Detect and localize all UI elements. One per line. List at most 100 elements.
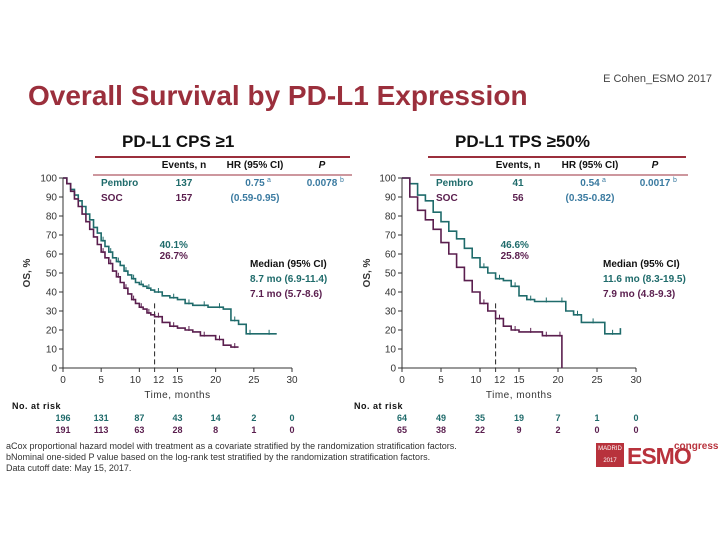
- esmo-logo: MADRID 2017 ESMO congress: [596, 441, 718, 471]
- km-curve-soc-cps: [63, 177, 239, 348]
- y-tick-label-tps: 70: [385, 231, 397, 242]
- y-tick-label-cps: 60: [46, 250, 58, 261]
- table-header-p-tps: P: [652, 160, 659, 171]
- x-tick-label-tps: 20: [552, 375, 564, 386]
- median-soc-tps: 7.9 mo (4.8-9.3): [603, 289, 675, 300]
- risk-soc-tps: 0: [633, 425, 638, 435]
- risk-pembro-tps: 19: [514, 413, 524, 423]
- y-tick-label-tps: 100: [379, 174, 396, 185]
- logo-brand: ESMO: [627, 443, 692, 469]
- table-header-events-cps: Events, n: [162, 160, 206, 171]
- table-p-tps: 0.0017: [640, 178, 671, 189]
- risk-label-tps: No. at risk: [354, 401, 404, 411]
- median-header-tps: Median (95% CI): [603, 259, 680, 270]
- risk-pembro-cps: 14: [211, 413, 221, 423]
- table-p-cps: 0.0078: [307, 178, 338, 189]
- risk-soc-cps: 1: [251, 425, 256, 435]
- footnotes: aCox proportional hazard model with trea…: [6, 441, 457, 474]
- table-arm-tps: Pembro: [436, 178, 473, 189]
- table-header-events-tps: Events, n: [496, 160, 540, 171]
- risk-soc-tps: 22: [475, 425, 485, 435]
- table-hr-sup-tps: a: [602, 177, 606, 184]
- y-tick-label-cps: 40: [46, 288, 58, 299]
- risk-soc-cps: 113: [94, 425, 109, 435]
- risk-pembro-cps: 131: [94, 413, 109, 423]
- landmark-pembro-cps: 40.1%: [160, 240, 188, 251]
- panel-title-tps: PD-L1 TPS ≥50%: [455, 132, 590, 151]
- footnote-a: aCox proportional hazard model with trea…: [6, 441, 457, 451]
- y-tick-label-tps: 10: [385, 345, 397, 356]
- risk-soc-tps: 38: [436, 425, 446, 435]
- x-axis-label-cps: Time, months: [144, 390, 210, 401]
- footnote-cutoff: Data cutoff date: May 15, 2017.: [6, 463, 132, 473]
- risk-pembro-cps: 43: [172, 413, 182, 423]
- risk-pembro-cps: 196: [55, 413, 70, 423]
- y-tick-label-tps: 90: [385, 193, 397, 204]
- table-header-hr-tps: HR (95% CI): [562, 160, 619, 171]
- x-tick-label-cps: 20: [210, 375, 222, 386]
- landmark-soc-cps: 26.7%: [160, 251, 188, 262]
- x-tick-label-tps: 10: [470, 375, 482, 386]
- y-tick-label-tps: 0: [390, 364, 396, 375]
- logo-city: MADRID 2017: [596, 443, 624, 467]
- x-tick-label-cps: 30: [286, 375, 298, 386]
- risk-pembro-tps: 1: [594, 413, 599, 423]
- x-tick-label-tps: 30: [630, 375, 642, 386]
- y-tick-label-tps: 20: [385, 326, 397, 337]
- landmark-soc-tps: 25.8%: [501, 251, 529, 262]
- panel-title-cps: PD-L1 CPS ≥1: [122, 132, 235, 151]
- y-axis-label-tps: OS, %: [362, 258, 373, 287]
- x-tick-label-cps: 12: [153, 375, 165, 386]
- y-tick-label-tps: 50: [385, 269, 397, 280]
- table-p-sup-cps: b: [340, 177, 344, 184]
- risk-pembro-tps: 0: [633, 413, 638, 423]
- risk-pembro-tps: 64: [397, 413, 407, 423]
- risk-pembro-cps: 87: [134, 413, 144, 423]
- table-arm-cps: Pembro: [101, 178, 138, 189]
- median-pembro-tps: 11.6 mo (8.3-19.5): [603, 274, 686, 285]
- risk-pembro-tps: 7: [555, 413, 560, 423]
- km-curve-soc-tps: [402, 177, 563, 368]
- x-tick-label-tps: 0: [399, 375, 405, 386]
- y-tick-label-cps: 50: [46, 269, 58, 280]
- table-events-cps: 157: [176, 193, 193, 204]
- risk-soc-cps: 28: [172, 425, 182, 435]
- risk-soc-tps: 0: [594, 425, 599, 435]
- y-tick-label-cps: 90: [46, 193, 58, 204]
- risk-pembro-tps: 35: [475, 413, 485, 423]
- y-tick-label-cps: 20: [46, 326, 58, 337]
- x-tick-label-cps: 0: [60, 375, 66, 386]
- risk-soc-cps: 191: [55, 425, 70, 435]
- risk-pembro-cps: 2: [251, 413, 256, 423]
- table-hr-tps: 0.54: [580, 178, 600, 189]
- table-header-p-cps: P: [319, 160, 326, 171]
- y-tick-label-tps: 80: [385, 212, 397, 223]
- y-tick-label-cps: 100: [40, 174, 57, 185]
- x-tick-label-tps: 12: [494, 375, 506, 386]
- slide-title: Overall Survival by PD-L1 Expression: [28, 80, 528, 111]
- y-tick-label-tps: 30: [385, 307, 397, 318]
- y-tick-label-cps: 70: [46, 231, 58, 242]
- table-arm-tps: SOC: [436, 193, 458, 204]
- y-tick-label-tps: 40: [385, 288, 397, 299]
- table-events-tps: 41: [512, 178, 524, 189]
- x-tick-label-cps: 5: [98, 375, 104, 386]
- y-tick-label-cps: 10: [46, 345, 58, 356]
- table-p-sup-tps: b: [673, 177, 677, 184]
- median-soc-cps: 7.1 mo (5.7-8.6): [250, 289, 322, 300]
- y-tick-label-cps: 0: [51, 364, 57, 375]
- median-pembro-cps: 8.7 mo (6.9-11.4): [250, 274, 327, 285]
- table-arm-cps: SOC: [101, 193, 123, 204]
- table-hr-cps: (0.59-0.95): [231, 193, 280, 204]
- x-tick-label-cps: 10: [130, 375, 142, 386]
- x-axis-label-tps: Time, months: [486, 390, 552, 401]
- table-events-tps: 56: [512, 193, 524, 204]
- risk-soc-tps: 65: [397, 425, 407, 435]
- x-tick-label-tps: 15: [513, 375, 525, 386]
- risk-soc-cps: 0: [289, 425, 294, 435]
- y-tick-label-cps: 30: [46, 307, 58, 318]
- risk-pembro-cps: 0: [289, 413, 294, 423]
- panel-rule-tps: [428, 156, 686, 158]
- panel-rule-cps: [95, 156, 350, 158]
